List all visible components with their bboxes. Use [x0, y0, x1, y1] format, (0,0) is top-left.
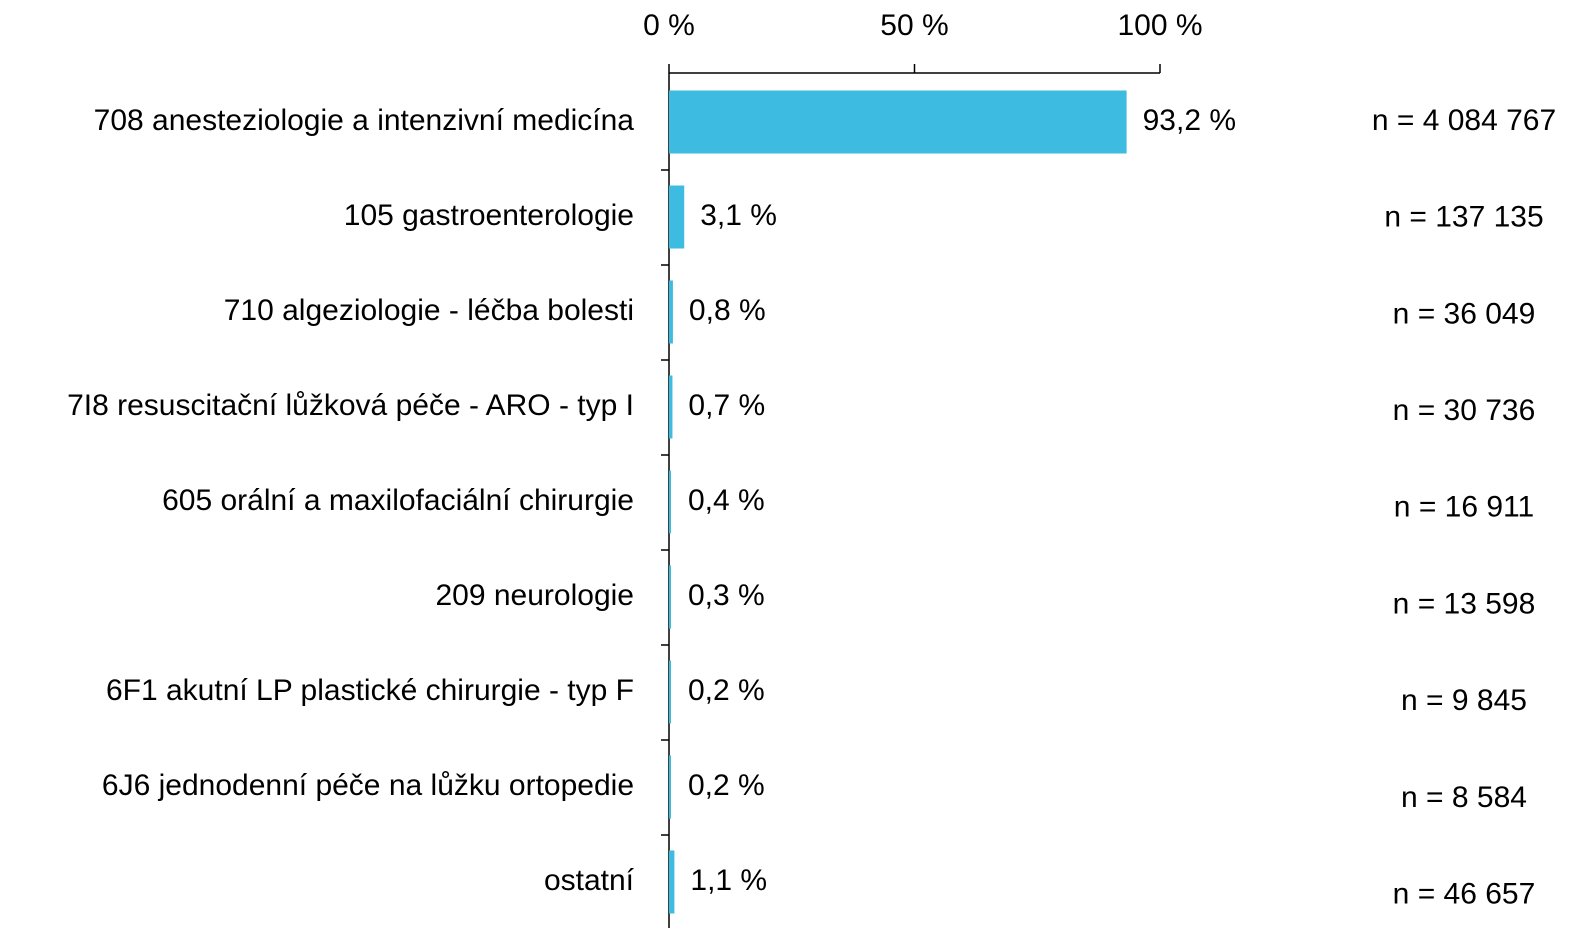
value-label: 93,2 %: [1143, 104, 1236, 137]
value-label: 1,1 %: [690, 864, 767, 897]
category-label: 105 gastroenterologie: [344, 199, 634, 232]
value-label: 0,2 %: [688, 769, 765, 802]
x-tick-label: 0 %: [643, 9, 695, 42]
n-label: n = 36 049: [1393, 297, 1536, 330]
category-label: 710 algeziologie - léčba bolesti: [224, 294, 634, 327]
category-label: ostatní: [544, 864, 635, 897]
category-label: 6J6 jednodenní péče na lůžku ortopedie: [102, 769, 634, 802]
value-label: 0,7 %: [688, 389, 765, 422]
bar: [669, 90, 1127, 154]
category-label: 6F1 akutní LP plastické chirurgie - typ …: [106, 674, 634, 707]
bar: [669, 185, 685, 249]
value-label: 0,8 %: [689, 294, 766, 327]
bar: [669, 375, 673, 439]
x-tick-label: 50 %: [880, 9, 948, 42]
category-label: 7I8 resuscitační lůžková péče - ARO - ty…: [67, 389, 634, 422]
x-tick-label: 100 %: [1117, 9, 1202, 42]
value-label: 0,2 %: [688, 674, 765, 707]
bar: [669, 280, 673, 344]
n-label: n = 30 736: [1393, 394, 1536, 427]
category-label: 605 orální a maxilofaciální chirurgie: [162, 484, 634, 517]
category-label: 708 anesteziologie a intenzivní medicína: [94, 104, 635, 137]
value-label: 3,1 %: [700, 199, 777, 232]
n-label: n = 16 911: [1394, 491, 1534, 524]
n-label: n = 8 584: [1401, 781, 1527, 814]
n-label: n = 137 135: [1384, 201, 1543, 234]
bar: [669, 470, 671, 534]
bar: [669, 755, 671, 819]
value-label: 0,3 %: [688, 579, 765, 612]
value-label: 0,4 %: [688, 484, 765, 517]
n-label: n = 46 657: [1393, 878, 1536, 911]
bar: [669, 660, 671, 724]
n-label: n = 13 598: [1393, 587, 1536, 620]
category-label: 209 neurologie: [435, 579, 634, 612]
bar: [669, 565, 671, 629]
n-label: n = 9 845: [1401, 684, 1527, 717]
n-label: n = 4 084 767: [1372, 104, 1556, 137]
bar: [669, 850, 675, 914]
